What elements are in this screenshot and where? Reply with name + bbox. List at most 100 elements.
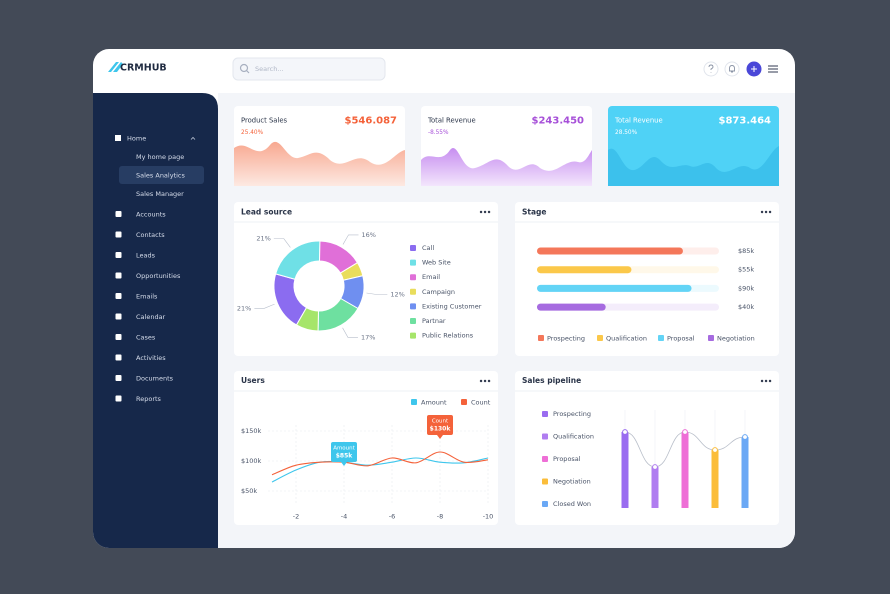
nav-icon bbox=[115, 231, 122, 238]
nav-item[interactable]: Home bbox=[127, 135, 146, 143]
tooltip bbox=[331, 442, 357, 462]
tooltip-title: Amount bbox=[333, 446, 355, 452]
line-series bbox=[271, 457, 489, 483]
x-tick-label: -4 bbox=[341, 513, 347, 521]
nav-icon bbox=[115, 272, 122, 279]
nav-subitem[interactable]: My home page bbox=[136, 153, 184, 161]
legend-label: Count bbox=[471, 399, 491, 407]
legend-swatch bbox=[708, 335, 714, 341]
data-label: 21% bbox=[237, 304, 251, 312]
data-label: $85k bbox=[738, 247, 754, 255]
legend-swatch bbox=[410, 318, 416, 324]
nav-icon bbox=[115, 211, 122, 217]
x-tick-label: -10 bbox=[483, 513, 494, 521]
card bbox=[515, 202, 779, 356]
legend-swatch bbox=[542, 456, 548, 462]
data-label: $90k bbox=[738, 284, 754, 292]
bar bbox=[681, 432, 689, 508]
notification-button[interactable] bbox=[724, 61, 740, 77]
plus-icon bbox=[751, 66, 757, 72]
tooltip bbox=[427, 415, 453, 435]
data-label: $55k bbox=[738, 266, 754, 274]
sidebar-nav: Home My home page Sales Analytics Sales Ma… bbox=[115, 135, 204, 403]
nav-item[interactable]: Emails bbox=[136, 293, 158, 301]
legend-swatch bbox=[410, 259, 416, 266]
nav-item[interactable]: Accounts bbox=[136, 211, 166, 219]
nav-item[interactable]: Reports bbox=[136, 395, 162, 403]
nav-subitem[interactable]: Sales Manager bbox=[136, 190, 184, 198]
bell-icon bbox=[729, 65, 735, 73]
legend-swatch bbox=[410, 303, 416, 310]
stage-card: Stage bbox=[515, 202, 779, 356]
data-label: 12% bbox=[390, 291, 404, 299]
bar-marker bbox=[742, 434, 748, 440]
leader-line bbox=[366, 292, 388, 295]
leader-line bbox=[254, 303, 275, 309]
bar bbox=[621, 432, 629, 508]
legend-label: Proposal bbox=[553, 455, 581, 463]
y-tick-label: $50k bbox=[241, 487, 257, 495]
bar-marker bbox=[682, 429, 688, 435]
legend-label: Amount bbox=[421, 399, 447, 407]
legend-swatch bbox=[542, 478, 548, 485]
leader-line bbox=[273, 238, 291, 248]
legend-swatch bbox=[410, 288, 416, 295]
search-icon bbox=[239, 63, 249, 73]
nav-item[interactable]: Opportunities bbox=[136, 272, 181, 280]
help-icon bbox=[708, 64, 714, 73]
legend-swatch bbox=[542, 433, 548, 440]
bar-marker bbox=[622, 429, 628, 435]
legend-swatch bbox=[542, 411, 548, 417]
legend-swatch bbox=[658, 335, 664, 341]
legend-label: Public Relations bbox=[422, 332, 474, 340]
nav-item[interactable]: Activities bbox=[136, 354, 166, 362]
y-tick-label: $100k bbox=[241, 457, 262, 465]
bar bbox=[537, 284, 692, 292]
nav-icon bbox=[115, 252, 122, 258]
menu-button[interactable] bbox=[768, 65, 778, 73]
charts: 21% 21% 16% 12% 17% Call Web Site Email Campaign… bbox=[237, 231, 755, 521]
x-tick-label: -8 bbox=[437, 513, 443, 521]
users-card: Users bbox=[234, 371, 498, 525]
nav-item[interactable]: Leads bbox=[136, 252, 156, 260]
nav-item[interactable]: Contacts bbox=[136, 231, 165, 239]
logo-icon bbox=[108, 62, 123, 72]
collapse-icon bbox=[190, 136, 196, 140]
nav-item[interactable]: Cases bbox=[136, 334, 156, 342]
legend-label: Qualification bbox=[606, 335, 647, 343]
tooltip-value: $130k bbox=[430, 426, 452, 433]
legend-label: Email bbox=[422, 273, 440, 281]
bar bbox=[537, 247, 683, 255]
legend-swatch bbox=[410, 274, 416, 281]
legend-swatch bbox=[597, 335, 603, 341]
tooltip-pointer bbox=[341, 462, 347, 466]
nav-icon bbox=[115, 313, 122, 320]
leader-line bbox=[342, 234, 359, 245]
search-icon bbox=[246, 70, 250, 74]
kpi-change: -8.55% bbox=[428, 130, 449, 136]
card bbox=[234, 371, 498, 525]
card-title: Lead source bbox=[241, 208, 292, 217]
nav-item[interactable]: Calendar bbox=[136, 313, 166, 321]
nav-icon bbox=[115, 354, 122, 361]
legend-label: Call bbox=[422, 244, 434, 252]
bar bbox=[651, 467, 659, 508]
data-label: 21% bbox=[256, 235, 270, 243]
legend-label: Partnar bbox=[422, 317, 446, 325]
nav-item[interactable]: Documents bbox=[136, 375, 174, 383]
nav-icon bbox=[115, 395, 122, 402]
tooltip-value: $85k bbox=[336, 453, 354, 460]
card-title: Sales pipeline bbox=[522, 376, 581, 385]
data-label: 16% bbox=[362, 231, 376, 239]
kpi-title: Total Revenue bbox=[427, 117, 476, 125]
kpi-change: 28.50% bbox=[615, 130, 638, 136]
nav-subitem[interactable]: Sales Analytics bbox=[136, 172, 185, 180]
legend-label: Qualification bbox=[553, 433, 594, 441]
bar-marker bbox=[652, 464, 658, 470]
legend-swatch bbox=[411, 399, 417, 405]
search-box[interactable] bbox=[232, 57, 386, 81]
bar bbox=[741, 437, 749, 508]
leader-line bbox=[342, 327, 358, 338]
y-tick-label: $150k bbox=[241, 427, 262, 435]
nav-icon bbox=[115, 293, 122, 299]
